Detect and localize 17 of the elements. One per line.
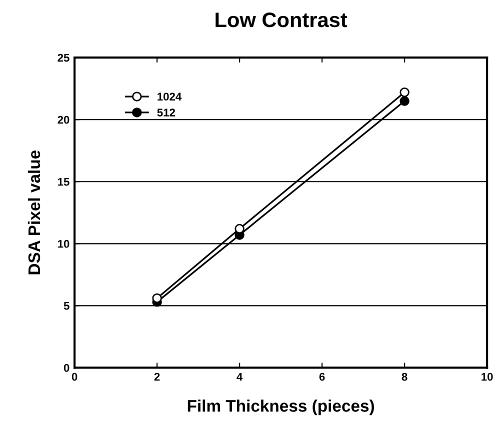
legend-label: 1024 bbox=[158, 92, 182, 101]
x-tick-label: 4 bbox=[236, 372, 243, 381]
y-tick-label: 25 bbox=[58, 54, 70, 62]
y-tick-label: 5 bbox=[64, 302, 70, 310]
y-tick-label: 10 bbox=[58, 240, 70, 248]
y-tick-label: 20 bbox=[58, 116, 70, 124]
y-tick-label: 15 bbox=[58, 178, 70, 186]
y-axis-title: DSA Pixel value bbox=[28, 150, 40, 274]
x-tick-label: 10 bbox=[482, 372, 493, 381]
x-axis-title: Film Thickness (pieces) bbox=[188, 400, 374, 416]
y-tick-label: 0 bbox=[64, 364, 70, 372]
chart-title: Low Contrast bbox=[216, 12, 348, 28]
x-tick-label: 6 bbox=[319, 372, 325, 381]
x-tick-label: 2 bbox=[154, 372, 160, 381]
x-tick-label: 0 bbox=[72, 372, 78, 381]
x-tick-label: 8 bbox=[402, 372, 408, 381]
legend-label: 512 bbox=[157, 108, 176, 116]
